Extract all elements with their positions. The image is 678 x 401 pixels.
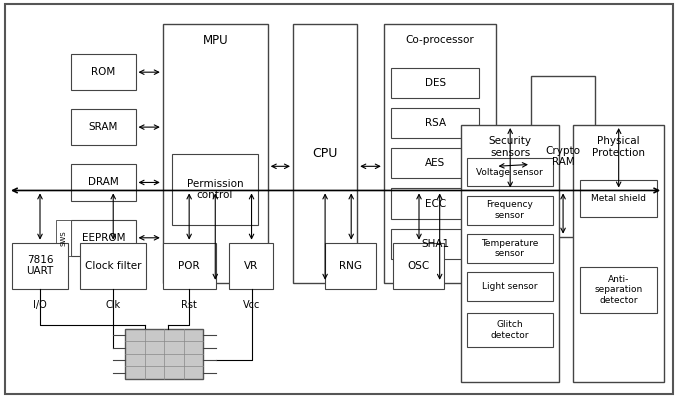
Bar (71, 54, 136, 90)
Bar (125, 329, 203, 379)
Bar (580, 180, 657, 217)
Bar (393, 243, 444, 289)
Text: SHA1: SHA1 (421, 239, 450, 249)
Bar (580, 267, 657, 313)
Text: RSA: RSA (424, 118, 446, 128)
Bar (391, 68, 479, 98)
Bar (12, 243, 68, 289)
Bar (467, 313, 553, 347)
Text: Crypto
RAM: Crypto RAM (546, 146, 580, 167)
Bar (71, 109, 136, 145)
Text: Co-processor: Co-processor (405, 35, 474, 45)
Bar (384, 24, 496, 283)
Text: Vcc: Vcc (243, 300, 260, 310)
Text: 7816
UART: 7816 UART (26, 255, 54, 276)
Bar (325, 243, 376, 289)
Bar (229, 243, 273, 289)
Text: Security
sensors: Security sensors (489, 136, 532, 158)
Text: EEPROM: EEPROM (81, 233, 125, 243)
Text: Permission
control: Permission control (186, 179, 243, 200)
Text: Physical
Protection: Physical Protection (592, 136, 645, 158)
Bar (531, 76, 595, 237)
Text: Metal shield: Metal shield (591, 194, 646, 203)
Text: Frequency
sensor: Frequency sensor (486, 200, 534, 220)
Bar (391, 188, 479, 219)
Text: VR: VR (244, 261, 258, 271)
Text: Anti-
separation
detector: Anti- separation detector (594, 275, 643, 305)
Text: Clk: Clk (106, 300, 121, 310)
Text: Glitch
detector: Glitch detector (491, 320, 529, 340)
Bar (467, 234, 553, 263)
Bar (163, 24, 268, 283)
Bar (391, 229, 479, 259)
Bar (293, 24, 357, 283)
Text: SRAM: SRAM (89, 122, 118, 132)
Bar (172, 154, 258, 225)
Text: POR: POR (178, 261, 200, 271)
Bar (391, 148, 479, 178)
Text: SWS: SWS (60, 230, 66, 245)
Text: AES: AES (425, 158, 445, 168)
Bar (163, 243, 216, 289)
Bar (56, 220, 71, 256)
Text: Voltage sensor: Voltage sensor (477, 168, 543, 176)
Text: DRAM: DRAM (88, 178, 119, 187)
Bar (467, 272, 553, 301)
Text: RNG: RNG (340, 261, 362, 271)
Bar (467, 158, 553, 186)
Text: I/O: I/O (33, 300, 47, 310)
Bar (467, 196, 553, 225)
Text: ECC: ECC (424, 198, 446, 209)
Text: ROM: ROM (92, 67, 115, 77)
Text: CPU: CPU (313, 147, 338, 160)
Bar (71, 164, 136, 200)
Text: Clock filter: Clock filter (85, 261, 142, 271)
Bar (80, 243, 146, 289)
Text: MPU: MPU (203, 34, 228, 47)
Text: OSC: OSC (407, 261, 430, 271)
Text: Rst: Rst (181, 300, 197, 310)
Text: Temperature
sensor: Temperature sensor (481, 239, 538, 258)
Text: DES: DES (424, 78, 446, 88)
Bar (71, 220, 136, 256)
Text: Light sensor: Light sensor (482, 282, 538, 291)
Bar (461, 125, 559, 382)
Bar (573, 125, 664, 382)
Bar (391, 108, 479, 138)
